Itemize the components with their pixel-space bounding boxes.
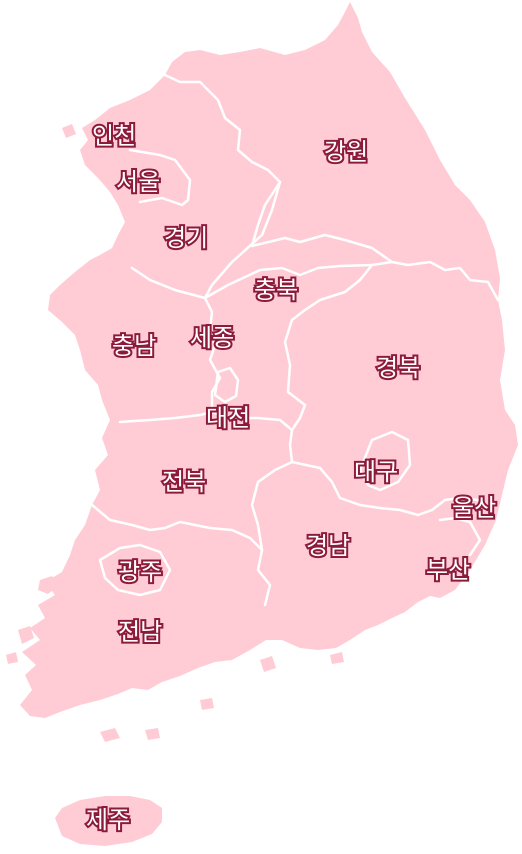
island — [200, 698, 214, 710]
island — [145, 728, 160, 740]
region-label-busan[interactable]: 부산 — [424, 556, 472, 584]
region-label-sejong[interactable]: 세종 — [188, 324, 236, 352]
region-label-seoul[interactable]: 서울 — [114, 168, 162, 196]
region-label-chungnam[interactable]: 충남 — [110, 332, 158, 360]
region-label-ulsan[interactable]: 울산 — [450, 494, 498, 522]
region-label-jeonnam[interactable]: 전남 — [116, 618, 164, 646]
island — [38, 576, 58, 594]
island — [100, 728, 120, 742]
jeju-island-shape — [55, 796, 162, 846]
island — [105, 160, 118, 172]
island — [18, 626, 34, 644]
island — [6, 652, 18, 664]
island — [330, 652, 344, 664]
region-label-daejeon[interactable]: 대전 — [204, 404, 252, 432]
region-label-gwangju[interactable]: 광주 — [116, 558, 164, 586]
region-label-daegu[interactable]: 대구 — [352, 458, 400, 486]
region-label-incheon[interactable]: 인천 — [90, 122, 138, 150]
island — [28, 696, 44, 712]
island — [260, 656, 276, 672]
region-borders — [90, 73, 500, 607]
region-label-gangwon[interactable]: 강원 — [322, 138, 370, 166]
region-label-jeonbuk[interactable]: 전북 — [160, 468, 208, 496]
region-label-gyeonggi[interactable]: 경기 — [162, 224, 210, 252]
region-label-gyeongbuk[interactable]: 경북 — [374, 354, 422, 382]
region-label-chungbuk[interactable]: 충북 — [252, 276, 300, 304]
island — [62, 124, 76, 138]
region-label-jeju[interactable]: 제주 — [84, 806, 132, 834]
mainland-shape — [20, 2, 518, 718]
region-label-gyeongnam[interactable]: 경남 — [304, 532, 352, 560]
